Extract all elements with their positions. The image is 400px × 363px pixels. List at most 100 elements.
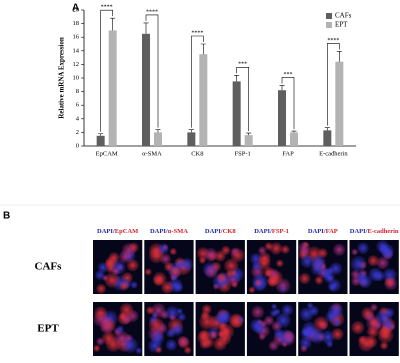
error-bar (188, 129, 194, 133)
header-marker: EpCAM (115, 228, 138, 235)
error-bar (155, 129, 161, 133)
cell (366, 325, 379, 338)
bar (290, 132, 298, 146)
cell (313, 316, 329, 331)
cell (281, 304, 294, 316)
cell (381, 248, 394, 260)
cell (217, 310, 232, 324)
bar (96, 135, 105, 146)
bar (154, 132, 162, 146)
y-tick-label: 2 (76, 129, 79, 136)
cell (280, 245, 290, 254)
cell (197, 331, 211, 344)
y-tick-label: 16 (73, 34, 80, 41)
significance-label: **** (101, 5, 113, 11)
cell (281, 341, 288, 348)
header-prefix: DAPI/ (150, 228, 168, 235)
cell (280, 285, 287, 292)
cell (214, 250, 226, 262)
cell (130, 281, 138, 289)
cell (96, 283, 107, 294)
x-tick-label: FSP-1 (235, 150, 251, 157)
significance-bracket (236, 66, 249, 132)
cell (171, 273, 179, 281)
bar (244, 135, 253, 146)
header-marker: FAP (326, 228, 338, 235)
cell (158, 243, 169, 255)
error-bar (279, 85, 285, 91)
cell (308, 305, 319, 317)
legend-label: EPT (335, 21, 348, 29)
header-prefix: DAPI/ (308, 228, 326, 235)
cell (237, 316, 244, 323)
significance-bracket (191, 35, 204, 128)
cell (379, 341, 389, 350)
column-header: DAPI/α-SMA (150, 228, 188, 235)
y-tick-label: 8 (76, 88, 79, 95)
x-tick-label: E-cadherin (319, 150, 348, 157)
significance-bracket (145, 14, 159, 128)
cell (99, 319, 114, 334)
cell (203, 247, 218, 262)
cell (368, 267, 383, 282)
bar (335, 61, 344, 146)
cell (325, 310, 338, 323)
cell (333, 243, 346, 256)
cell (376, 256, 390, 270)
cell (314, 275, 324, 285)
cell (179, 257, 194, 272)
header-prefix: DAPI/ (350, 228, 368, 235)
cell (171, 323, 184, 336)
column-header: DAPI/FSP-1 (254, 228, 289, 235)
cell (135, 347, 142, 354)
cell (351, 248, 359, 256)
cell (263, 315, 275, 326)
cell (299, 272, 311, 285)
cell (377, 327, 394, 344)
bar (142, 33, 150, 146)
y-tick-label: 10 (73, 74, 80, 81)
cell (119, 280, 129, 291)
cell (252, 261, 262, 271)
cell (209, 331, 218, 340)
y-axis-label: Relative mRNA Expression (58, 37, 66, 119)
cell (329, 262, 343, 275)
cell (230, 247, 240, 257)
y-tick-label: 0 (76, 142, 79, 149)
cell (364, 311, 375, 322)
cell (311, 254, 326, 270)
cell (300, 254, 314, 268)
cell (270, 309, 278, 318)
header-marker: FSP-1 (272, 228, 289, 235)
cell (152, 272, 167, 286)
cell (169, 247, 177, 256)
column-header: DAPI/FAP (308, 228, 338, 235)
error-bar (324, 127, 330, 131)
error-bar (143, 22, 149, 34)
header-marker: CK8 (223, 228, 237, 235)
cell (151, 303, 166, 318)
bar (232, 81, 241, 146)
cell (300, 344, 308, 353)
cell (282, 330, 295, 342)
bar (199, 54, 208, 147)
header-prefix: DAPI/ (205, 228, 223, 235)
bar (108, 30, 117, 146)
row-label: CAFs (35, 261, 63, 273)
bar (187, 132, 196, 146)
y-tick-label: 12 (73, 61, 80, 68)
cell (96, 337, 105, 346)
cell (111, 267, 120, 276)
cell (126, 259, 139, 272)
cell (173, 282, 184, 293)
cell (165, 306, 180, 320)
cell (93, 344, 101, 352)
cell (177, 312, 186, 322)
cell (121, 243, 136, 258)
significance-bracket (327, 43, 340, 126)
cell (275, 312, 291, 328)
significance-label: **** (146, 9, 158, 15)
row-label: EPT (37, 323, 59, 335)
cell (298, 241, 311, 254)
